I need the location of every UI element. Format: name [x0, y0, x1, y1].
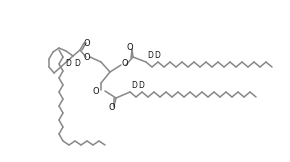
Text: O: O — [84, 39, 90, 47]
Text: D: D — [131, 81, 137, 91]
Text: O: O — [109, 103, 115, 111]
Text: O: O — [122, 59, 128, 69]
Text: D: D — [138, 81, 144, 91]
Text: O: O — [127, 44, 133, 52]
Text: D: D — [154, 52, 160, 60]
Text: O: O — [93, 87, 99, 97]
Text: D: D — [65, 59, 71, 69]
Text: O: O — [84, 53, 90, 63]
Text: D: D — [74, 59, 80, 69]
Text: D: D — [147, 52, 153, 60]
